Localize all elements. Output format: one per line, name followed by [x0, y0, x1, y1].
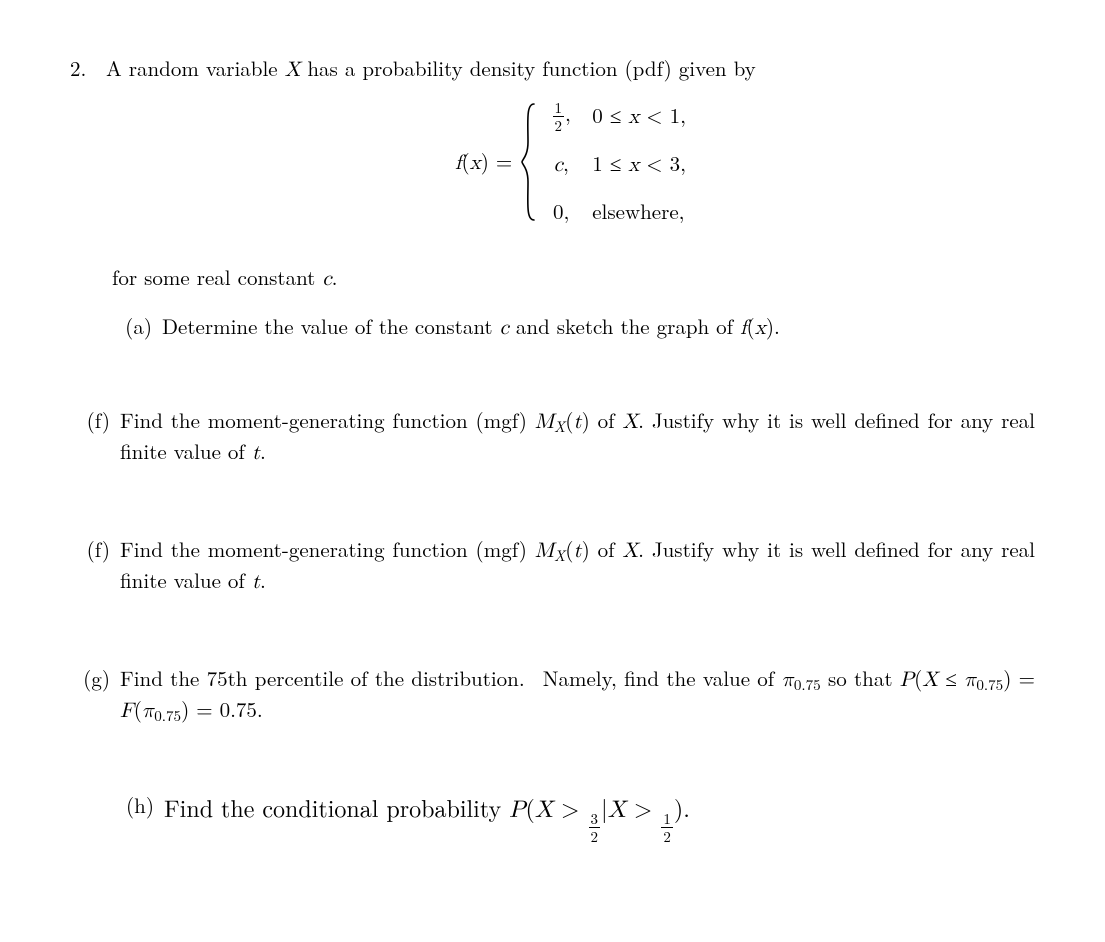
- constant-line: for some real constant c.: [112, 263, 1035, 294]
- question-2-intro: A random variable X has a probability de…: [106, 53, 756, 83]
- part-f-2-body: Find the moment-generating function (mgf…: [120, 535, 1035, 598]
- part-g: (g) Find the 75th percentile of the dist…: [70, 664, 1035, 727]
- part-f-2: (f) Find the moment-generating function …: [70, 535, 1035, 598]
- pdf-cases: 12, 0 ≤ x < 1, c, 1 ≤ x < 3, 0, elsewher…: [546, 99, 686, 225]
- part-h-label: (h): [114, 791, 164, 844]
- page: 2. A random variable X has a probability…: [0, 0, 1105, 884]
- pdf-row3-cond: elsewhere,: [592, 197, 686, 225]
- part-a: (a) Determine the value of the constant …: [112, 312, 1035, 343]
- pdf-row1-value: 12,: [546, 99, 576, 133]
- question-2-body: A random variable X has a probability de…: [106, 54, 1035, 253]
- part-g-body: Find the 75th percentile of the distribu…: [120, 664, 1035, 727]
- pdf-row2-value: c,: [546, 149, 576, 180]
- pdf-lhs: f(x) =: [455, 147, 512, 178]
- part-a-label: (a): [112, 312, 162, 343]
- part-f-1: (f) Find the moment-generating function …: [70, 406, 1035, 469]
- part-f-2-label: (f): [70, 535, 120, 598]
- part-f-1-label: (f): [70, 406, 120, 469]
- part-g-label: (g): [70, 664, 120, 727]
- question-2: 2. A random variable X has a probability…: [70, 54, 1035, 253]
- part-h: (h) Find the conditional probability P(X…: [114, 791, 1035, 844]
- part-h-body: Find the conditional probability P(X > 3…: [164, 791, 1035, 844]
- pdf-row2-cond: 1 ≤ x < 3,: [592, 149, 686, 180]
- part-a-body: Determine the value of the constant c an…: [162, 312, 1035, 343]
- question-2-label: 2.: [70, 54, 106, 253]
- part-f-1-body: Find the moment-generating function (mgf…: [120, 406, 1035, 469]
- pdf-definition: f(x) = 12, 0 ≤ x < 1, c, 1 ≤ x < 3, 0, e…: [106, 99, 1035, 225]
- left-brace-icon: [520, 102, 538, 222]
- pdf-row3-value: 0,: [546, 197, 576, 225]
- pdf-row1-cond: 0 ≤ x < 1,: [592, 101, 686, 132]
